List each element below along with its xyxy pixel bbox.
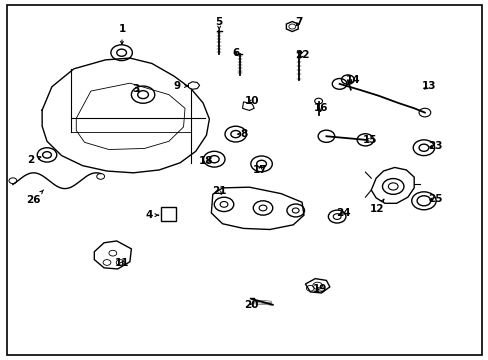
Polygon shape xyxy=(370,167,413,203)
Polygon shape xyxy=(94,241,131,269)
Text: 6: 6 xyxy=(232,48,239,58)
Text: 20: 20 xyxy=(244,300,259,310)
Polygon shape xyxy=(305,279,329,293)
Text: 26: 26 xyxy=(26,190,43,205)
Polygon shape xyxy=(211,187,304,229)
Text: 1: 1 xyxy=(119,24,126,44)
Text: 15: 15 xyxy=(362,135,377,145)
Polygon shape xyxy=(286,22,298,32)
Text: 21: 21 xyxy=(211,186,226,197)
Text: 11: 11 xyxy=(114,258,129,268)
Polygon shape xyxy=(242,102,254,111)
Text: 9: 9 xyxy=(173,81,187,91)
Text: 16: 16 xyxy=(314,103,328,113)
Text: 24: 24 xyxy=(335,208,349,218)
Text: 17: 17 xyxy=(252,165,267,175)
Text: 19: 19 xyxy=(312,284,326,294)
Text: 12: 12 xyxy=(369,199,384,215)
Text: 3: 3 xyxy=(132,84,140,94)
Text: 22: 22 xyxy=(294,50,308,60)
Text: 13: 13 xyxy=(421,81,435,91)
Text: 23: 23 xyxy=(427,141,442,151)
Text: 25: 25 xyxy=(427,194,442,204)
Text: 4: 4 xyxy=(145,210,158,220)
Text: 18: 18 xyxy=(199,156,213,166)
Text: 8: 8 xyxy=(237,129,247,139)
Text: 7: 7 xyxy=(295,17,302,27)
Text: 2: 2 xyxy=(27,155,41,165)
Text: 10: 10 xyxy=(244,96,259,106)
Text: 5: 5 xyxy=(215,17,223,30)
Bar xyxy=(160,207,176,221)
Text: 14: 14 xyxy=(345,75,359,85)
Polygon shape xyxy=(188,82,199,89)
